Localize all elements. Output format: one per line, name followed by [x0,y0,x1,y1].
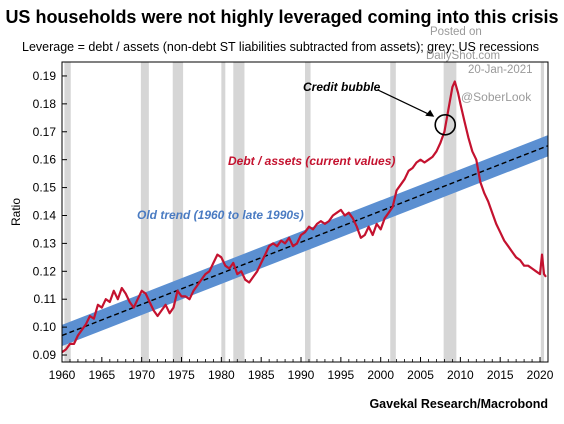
x-tick-label: 2000 [367,368,394,382]
chart-source: Gavekal Research/Macrobond [369,397,548,411]
y-tick-label: 0.13 [33,236,57,250]
watermark-site: DailyShot.com [426,50,501,62]
y-tick-label: 0.14 [33,208,57,222]
x-tick-label: 1965 [88,368,115,382]
y-tick-label: 0.10 [33,320,57,334]
chart-title: US households were not highly leveraged … [5,7,559,27]
trend-label: Old trend (1960 to late 1990s) [137,208,304,222]
y-tick-label: 0.16 [33,153,57,167]
x-tick-label: 2015 [487,368,514,382]
y-tick-label: 0.15 [33,181,57,195]
recession-bar [305,62,311,362]
series-label: Debt / assets (current values) [228,154,395,168]
credit-bubble-arrowhead [425,109,435,117]
y-tick-label: 0.11 [34,292,57,306]
x-tick-label: 1990 [288,368,315,382]
x-tick-label: 1970 [128,368,155,382]
recession-bar [64,62,71,362]
credit-bubble-arrow [377,89,433,117]
plot-frame [61,61,549,363]
y-tick-label: 0.09 [33,348,57,362]
credit-bubble-label: Credit bubble [303,80,381,94]
x-tick-label: 1995 [328,368,355,382]
y-tick-label: 0.12 [33,264,57,278]
y-tick-label: 0.19 [33,69,57,83]
y-axis-title: Ratio [9,198,23,226]
trend-line [61,145,549,337]
chart-subtitle: Leverage = debt / assets (non-debt ST li… [22,40,540,54]
x-tick-label: 2005 [407,368,434,382]
x-tick-label: 1980 [208,368,235,382]
x-tick-label: 2010 [447,368,474,382]
recession-bar [443,62,457,362]
x-tick-label: 1985 [248,368,275,382]
watermark-date: 20-Jan-2021 [468,64,533,76]
x-tick-label: 1960 [49,368,76,382]
y-tick-label: 0.18 [33,97,57,111]
watermark-posted-on: Posted on [430,26,482,38]
x-tick-label: 1975 [168,368,195,382]
recession-bar [172,62,184,362]
recession-bar [221,62,226,362]
y-tick-label: 0.17 [33,125,57,139]
credit-bubble-circle [434,113,457,136]
recession-bar [140,62,149,362]
watermark-handle: @SoberLook [461,90,532,104]
recession-bar [540,62,545,362]
series-line-debt-assets [61,80,547,354]
recession-bar [233,62,245,362]
x-tick-label: 2020 [527,368,554,382]
